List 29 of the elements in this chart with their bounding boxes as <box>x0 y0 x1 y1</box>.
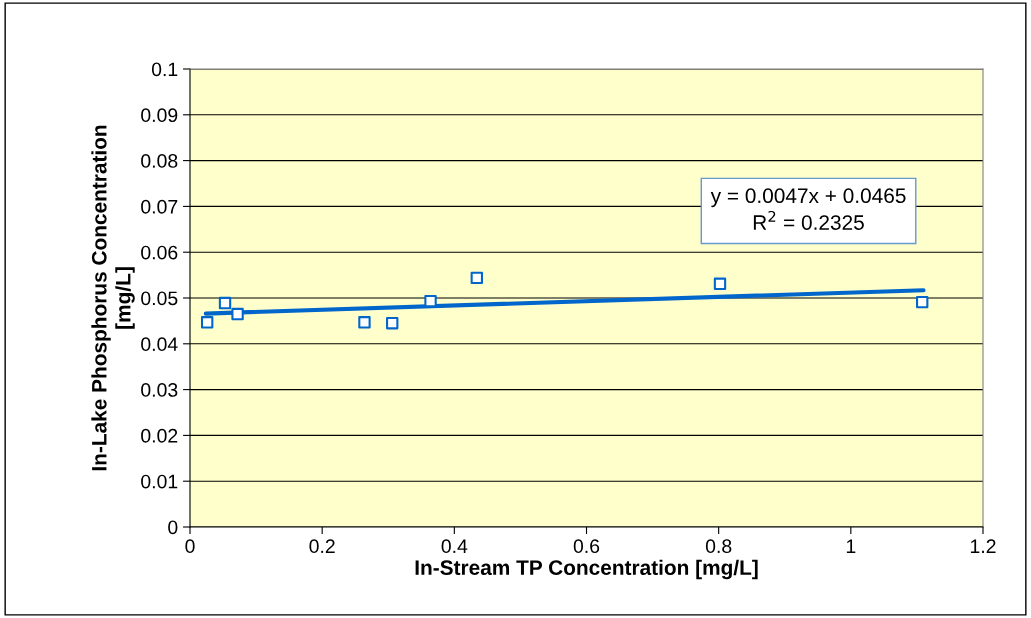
y-tick-label: 0.03 <box>141 383 178 397</box>
y-tick-label: 0.1 <box>151 62 178 77</box>
y-tick-label: 0.05 <box>141 291 178 306</box>
y-tick-label: 0.02 <box>141 428 178 443</box>
point <box>386 317 399 330</box>
y-tick-label: 0.01 <box>141 474 178 489</box>
point <box>916 295 929 309</box>
point <box>200 316 214 329</box>
x-tick-label: 1 <box>846 539 856 553</box>
point <box>231 307 244 321</box>
x-tick-label: 0.2 <box>309 539 335 554</box>
y-tick-label: 0 <box>168 520 178 535</box>
point <box>358 316 371 329</box>
y-tick-label: 0.07 <box>141 199 178 214</box>
y-tick-label: 0.04 <box>141 337 178 352</box>
x-tick-label: 0.6 <box>573 539 600 554</box>
point <box>713 277 727 290</box>
y-tick-label: 0.08 <box>141 154 178 168</box>
annotation: y = 0.0047x + 0.0465 R$^{2}$ = 0.2325 <box>710 188 906 230</box>
y-tick-label: 0.06 <box>141 245 178 260</box>
x-axis-title: In-Stream TP Concentration [mg/L] <box>415 559 758 580</box>
x-tick-label: 0.4 <box>441 539 468 554</box>
x-tick-label: 1.2 <box>970 539 996 553</box>
x-tick-label: 0 <box>185 539 195 554</box>
y-axis-title: In-Lake Phosphorus Concentration [mg/L] <box>91 125 135 471</box>
y-tick-label: 0.09 <box>141 108 178 123</box>
x-tick-label: 0.8 <box>705 539 732 554</box>
point <box>470 271 483 285</box>
point <box>218 296 232 310</box>
